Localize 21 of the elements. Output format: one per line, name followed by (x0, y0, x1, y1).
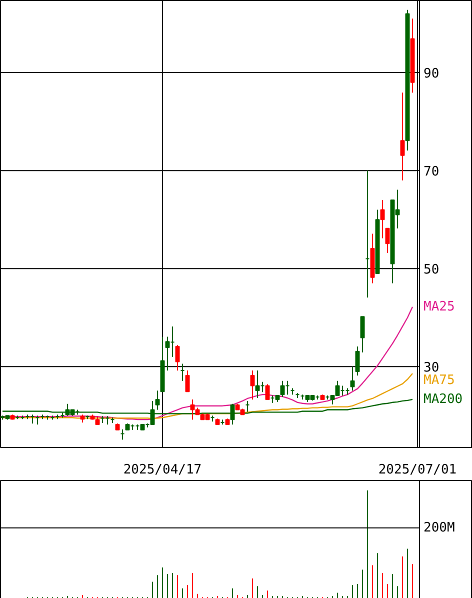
candlestick (360, 316, 365, 353)
y-tick-label: 50 (424, 262, 440, 278)
y-tick-label: 30 (424, 360, 440, 376)
ref-line-label: 200M (424, 520, 455, 536)
candlestick (380, 199, 385, 239)
x-tick-label: 2025/04/17 (123, 462, 202, 478)
x-tick-label: 2025/07/01 (378, 462, 457, 478)
y-tick-label: 70 (424, 164, 440, 180)
candlestick (355, 346, 360, 376)
y-tick-label: 90 (424, 66, 440, 82)
candlestick (250, 370, 255, 400)
candlestick (185, 370, 190, 392)
candlestick (400, 92, 405, 181)
series-label: MA200 (424, 392, 463, 407)
series-label: MA75 (424, 373, 455, 388)
candlestick (265, 384, 270, 400)
candlestick (350, 366, 355, 392)
candlestick (155, 390, 160, 410)
series-label: MA25 (424, 299, 455, 314)
candlestick (385, 228, 390, 254)
candlestick (175, 344, 180, 372)
